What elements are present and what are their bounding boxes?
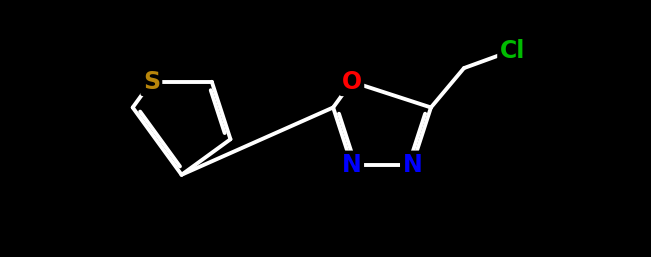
Text: N: N: [402, 153, 422, 177]
Text: Cl: Cl: [499, 39, 525, 62]
Text: O: O: [342, 70, 362, 94]
Text: S: S: [143, 70, 160, 94]
Text: N: N: [342, 153, 362, 177]
